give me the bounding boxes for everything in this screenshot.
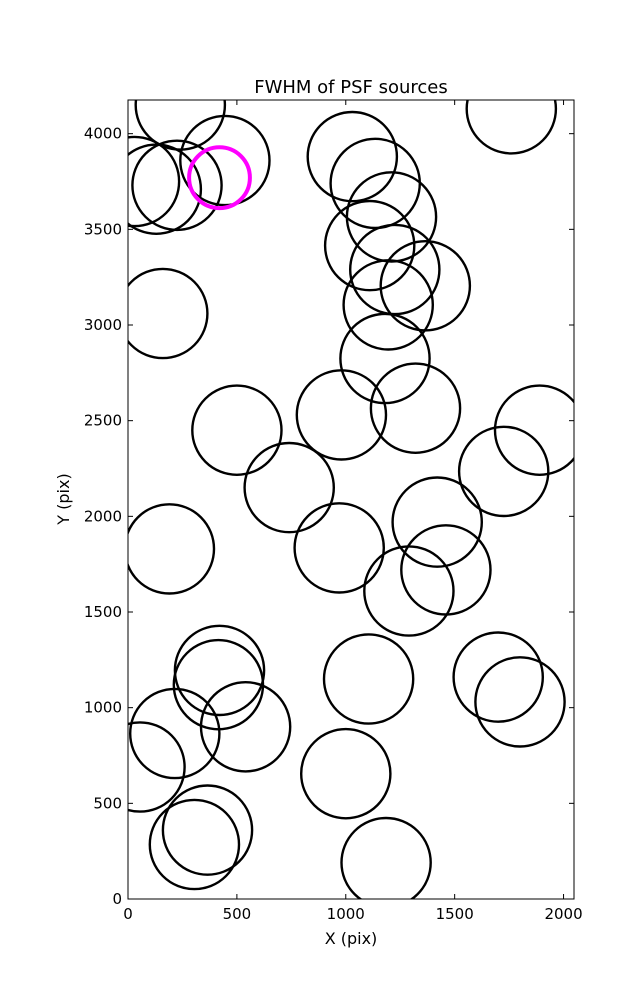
source-marker bbox=[131, 139, 223, 232]
source-marker bbox=[148, 798, 241, 891]
plot-frame bbox=[127, 99, 575, 900]
source-marker bbox=[452, 631, 545, 723]
y-axis-label: Y (pix) bbox=[54, 473, 73, 525]
source-marker bbox=[134, 100, 227, 151]
x-axis-ticks: 0 500 1000 1500 2000 bbox=[123, 100, 583, 923]
source-marker bbox=[128, 267, 209, 360]
y-tick-label: 3500 bbox=[84, 220, 122, 238]
x-tick-label: 500 bbox=[223, 905, 252, 923]
y-tick-label: 3000 bbox=[84, 316, 122, 334]
source-marker bbox=[322, 633, 415, 725]
x-axis-label: X (pix) bbox=[325, 929, 378, 948]
source-marker bbox=[457, 425, 550, 518]
source-marker bbox=[191, 384, 283, 477]
source-marker bbox=[323, 199, 416, 292]
source-marker bbox=[243, 441, 336, 534]
source-marker bbox=[161, 784, 254, 876]
source-marker bbox=[179, 114, 271, 207]
y-tick-label: 2000 bbox=[84, 507, 122, 525]
markers-layer bbox=[128, 100, 574, 899]
source-marker bbox=[493, 384, 574, 476]
source-marker bbox=[465, 100, 558, 155]
source-marker bbox=[340, 816, 432, 899]
highlighted-source-marker bbox=[187, 145, 252, 211]
source-marker bbox=[128, 721, 186, 813]
source-marker bbox=[363, 545, 455, 637]
y-tick-label: 1500 bbox=[84, 603, 122, 621]
y-tick-label: 0 bbox=[112, 890, 122, 908]
x-tick-label: 0 bbox=[123, 905, 133, 923]
y-axis-ticks: 0 500 1000 1500 2000 2500 3000 3500 4000 bbox=[84, 125, 574, 908]
source-marker bbox=[391, 476, 484, 568]
x-tick-label: 2000 bbox=[544, 905, 582, 923]
chart-title: FWHM of PSF sources bbox=[254, 77, 448, 98]
y-tick-label: 4000 bbox=[84, 125, 122, 143]
x-tick-label: 1500 bbox=[436, 905, 474, 923]
x-tick-label: 1000 bbox=[327, 905, 365, 923]
y-tick-label: 500 bbox=[93, 794, 122, 812]
source-marker bbox=[369, 362, 462, 455]
source-marker bbox=[128, 503, 216, 595]
source-marker bbox=[299, 727, 392, 820]
source-marker bbox=[295, 369, 388, 461]
y-tick-label: 1000 bbox=[84, 699, 122, 717]
source-marker bbox=[129, 687, 221, 780]
source-marker bbox=[342, 259, 435, 351]
source-marker bbox=[474, 656, 566, 748]
source-marker bbox=[293, 502, 386, 594]
source-marker bbox=[128, 135, 181, 228]
source-marker bbox=[306, 110, 399, 203]
source-marker bbox=[199, 681, 292, 773]
y-tick-label: 2500 bbox=[84, 412, 122, 430]
